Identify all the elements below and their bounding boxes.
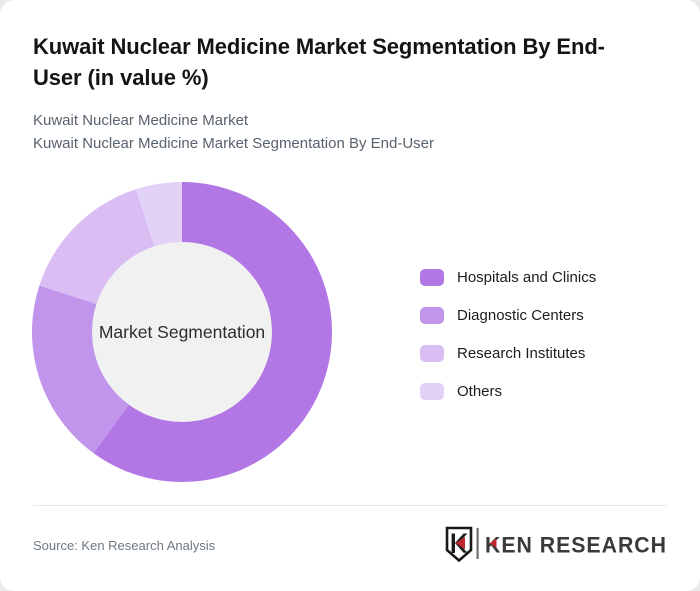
legend-label: Others [457, 383, 503, 400]
donut-hole: Market Segmentation [92, 242, 272, 422]
donut-chart: Market Segmentation [32, 182, 332, 482]
legend-item-research-institutes: Research Institutes [420, 345, 596, 362]
source-note: Source: Ken Research Analysis [33, 538, 216, 553]
logo-k-accent [489, 538, 497, 548]
logo-separator [476, 528, 479, 559]
legend-swatch [420, 307, 444, 324]
legend-label: Diagnostic Centers [457, 307, 584, 324]
chart-subtitle: Kuwait Nuclear Medicine Market Kuwait Nu… [33, 109, 434, 155]
legend-label: Hospitals and Clinics [457, 269, 597, 286]
legend-swatch [420, 269, 444, 286]
ken-research-logo: KEN RESEARCH [445, 526, 667, 563]
donut-center-label: Market Segmentation [98, 321, 266, 342]
logo-wordmark: KEN RESEARCH [485, 533, 667, 558]
chart-subtitle-line2: Kuwait Nuclear Medicine Market Segmentat… [33, 135, 435, 152]
footer-divider [33, 505, 667, 506]
legend-item-diagnostic-centers: Diagnostic Centers [420, 307, 596, 324]
legend-item-others: Others [420, 383, 596, 400]
page-title: Kuwait Nuclear Medicine Market Segmentat… [33, 34, 605, 90]
chart-legend: Hospitals and Clinics Diagnostic Centers… [420, 269, 596, 421]
legend-label: Research Institutes [457, 345, 586, 362]
ken-research-badge-icon [445, 526, 473, 563]
legend-swatch [420, 383, 444, 400]
chart-subtitle-line1: Kuwait Nuclear Medicine Market [33, 112, 249, 129]
legend-swatch [420, 345, 444, 362]
legend-item-hospitals-and-clinics: Hospitals and Clinics [420, 269, 596, 286]
